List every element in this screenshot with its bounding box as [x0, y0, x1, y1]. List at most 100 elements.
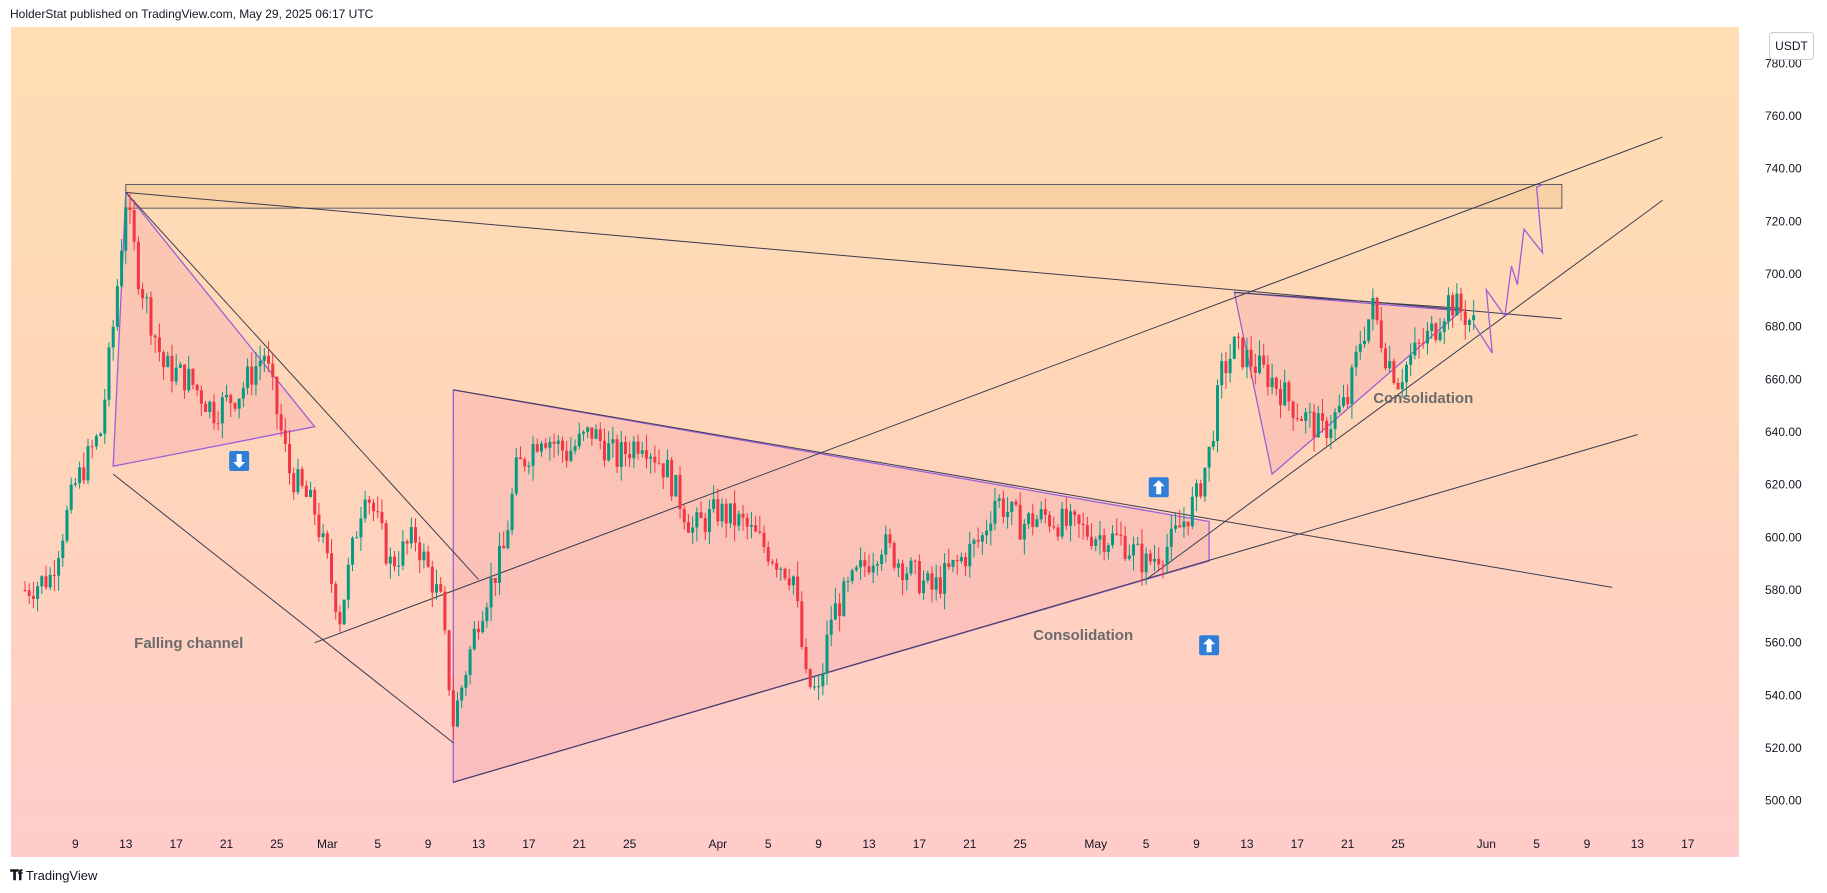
candle-body-187: [808, 669, 812, 688]
candle-body-73: [330, 553, 334, 584]
candle-body-32: [157, 337, 161, 353]
candle-body-324: [1383, 348, 1387, 369]
candle-body-309: [1320, 413, 1324, 421]
candle-body-336: [1434, 323, 1438, 341]
candle-body-341: [1455, 293, 1459, 316]
candle-body-133: [581, 431, 585, 434]
candle-body-100: [443, 591, 447, 631]
candle-body-270: [1157, 558, 1161, 565]
candle-body-273: [1169, 528, 1173, 547]
candle-body-236: [1014, 501, 1018, 505]
candle-body-268: [1148, 553, 1152, 562]
candle-body-33: [162, 352, 166, 368]
candle-body-23: [120, 250, 124, 287]
candle-body-261: [1119, 534, 1123, 536]
candle-body-18: [99, 433, 103, 436]
candle-body-193: [833, 603, 837, 620]
candle-body-254: [1090, 536, 1094, 546]
candle-body-102: [451, 690, 455, 727]
candle-body-58: [267, 355, 271, 364]
candle-body-330: [1409, 355, 1413, 365]
candle-body-37: [178, 364, 182, 368]
candle-body-101: [447, 630, 451, 691]
candle-body-251: [1077, 514, 1081, 524]
candle-body-0: [23, 590, 27, 591]
candle-body-296: [1266, 364, 1270, 387]
candle-body-183: [791, 576, 795, 586]
candle-body-86: [384, 523, 388, 564]
candle-body-292: [1249, 349, 1253, 367]
candle-body-34: [166, 355, 170, 368]
chart-plot-area[interactable]: [11, 27, 1739, 857]
candle-body-200: [863, 560, 867, 567]
candle-body-9: [61, 540, 65, 559]
candle-body-29: [145, 297, 149, 299]
candle-body-250: [1073, 511, 1077, 515]
candle-body-104: [460, 687, 464, 701]
candle-body-89: [397, 565, 401, 567]
candle-body-5: [44, 576, 48, 588]
candle-body-47: [220, 397, 224, 424]
trend-line-2: [125, 192, 479, 580]
candle-body-180: [779, 568, 783, 570]
candle-body-189: [817, 686, 821, 688]
candle-body-282: [1207, 446, 1211, 468]
candle-body-297: [1270, 377, 1274, 387]
candle-body-280: [1199, 483, 1203, 497]
candle-body-325: [1388, 361, 1392, 369]
candle-body-219: [943, 563, 947, 594]
candle-body-202: [871, 565, 875, 573]
candle-body-142: [619, 441, 623, 467]
candle-body-288: [1232, 336, 1236, 359]
candle-body-28: [141, 289, 145, 299]
candle-body-166: [720, 503, 724, 522]
candle-body-315: [1346, 397, 1350, 405]
candle-body-149: [649, 456, 653, 459]
footer-brand[interactable]: 𝐓𝐟 TradingView: [10, 867, 97, 884]
candle-body-228: [980, 535, 984, 542]
candle-body-240: [1031, 513, 1035, 527]
candle-body-256: [1098, 535, 1102, 540]
projection-path: [1473, 183, 1544, 354]
candle-body-145: [632, 441, 636, 459]
x-tick-label-28: 9: [1584, 837, 1591, 851]
x-tick-label-9: 17: [522, 837, 536, 851]
candle-body-230: [989, 523, 993, 531]
candle-body-264: [1132, 544, 1136, 556]
candle-body-65: [296, 469, 300, 493]
candle-body-269: [1153, 558, 1157, 562]
trend-line-6: [1145, 199, 1663, 580]
candle-body-22: [115, 286, 119, 327]
candle-body-329: [1404, 364, 1408, 383]
x-tick-label-15: 13: [862, 837, 876, 851]
tradingview-logo-icon: 𝐓𝐟: [10, 867, 23, 883]
candle-body-177: [766, 547, 770, 562]
candle-body-255: [1094, 539, 1098, 546]
candle-body-320: [1367, 319, 1371, 341]
candle-body-103: [455, 700, 459, 727]
candle-body-114: [502, 545, 506, 549]
candle-body-307: [1312, 411, 1316, 438]
candle-body-70: [317, 514, 321, 537]
candle-body-291: [1245, 349, 1249, 368]
candle-body-162: [703, 518, 707, 532]
candle-body-68: [309, 489, 313, 497]
candle-body-159: [691, 527, 695, 533]
candle-body-185: [800, 601, 804, 648]
candle-body-274: [1174, 525, 1178, 529]
candle-body-174: [754, 525, 758, 532]
y-tick-label-10: 580.00: [1765, 583, 1802, 597]
candle-body-94: [418, 542, 422, 561]
candle-body-39: [187, 368, 191, 391]
x-tick-label-25: 25: [1391, 837, 1405, 851]
candle-body-232: [997, 498, 1001, 501]
y-tick-label-1: 760.00: [1765, 109, 1802, 123]
candle-body-258: [1106, 545, 1110, 553]
candle-body-223: [959, 557, 963, 562]
candle-body-125: [548, 441, 552, 448]
candle-body-276: [1182, 521, 1186, 528]
currency-badge[interactable]: USDT: [1769, 32, 1814, 60]
candle-body-127: [556, 440, 560, 444]
candle-body-299: [1279, 388, 1283, 406]
